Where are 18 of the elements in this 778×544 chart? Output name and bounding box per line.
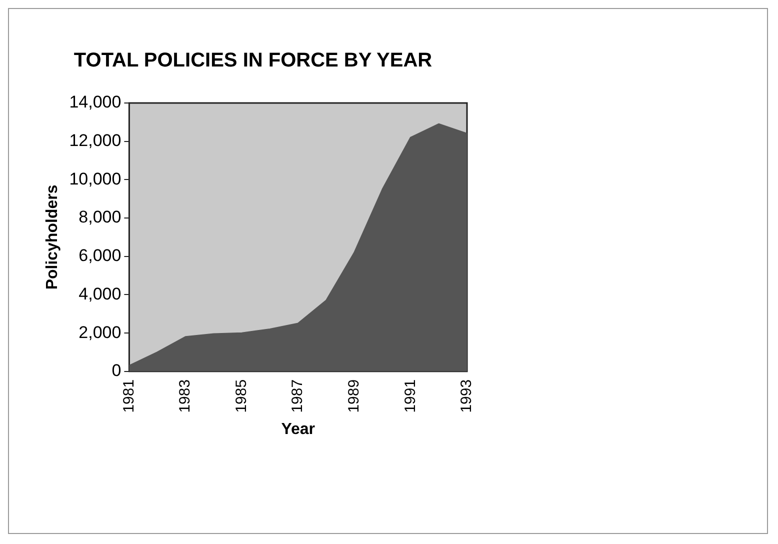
- x-tick-label: 1987: [289, 379, 306, 413]
- y-tick-label: 4,000: [78, 284, 122, 304]
- x-tick-label: 1989: [346, 379, 363, 413]
- x-tick-label: 1981: [120, 379, 138, 413]
- x-tick-label: 1991: [402, 379, 419, 413]
- y-tick-label: 0: [112, 361, 122, 380]
- x-axis-title: Year: [281, 420, 316, 438]
- y-tick-label: 6,000: [78, 246, 122, 266]
- y-axis-title: Policyholders: [44, 184, 62, 290]
- x-tick-label: 1983: [176, 379, 194, 413]
- y-tick-label: 2,000: [78, 322, 122, 342]
- chart-title: TOTAL POLICIES IN FORCE BY YEAR: [74, 50, 433, 72]
- x-tick-label: 1985: [232, 379, 250, 413]
- x-tick-label: 1993: [458, 379, 476, 413]
- y-tick-label: 14,000: [69, 92, 122, 112]
- y-tick-label: 10,000: [69, 169, 122, 188]
- y-tick-label: 12,000: [69, 131, 122, 150]
- y-tick-label: 8,000: [78, 208, 122, 227]
